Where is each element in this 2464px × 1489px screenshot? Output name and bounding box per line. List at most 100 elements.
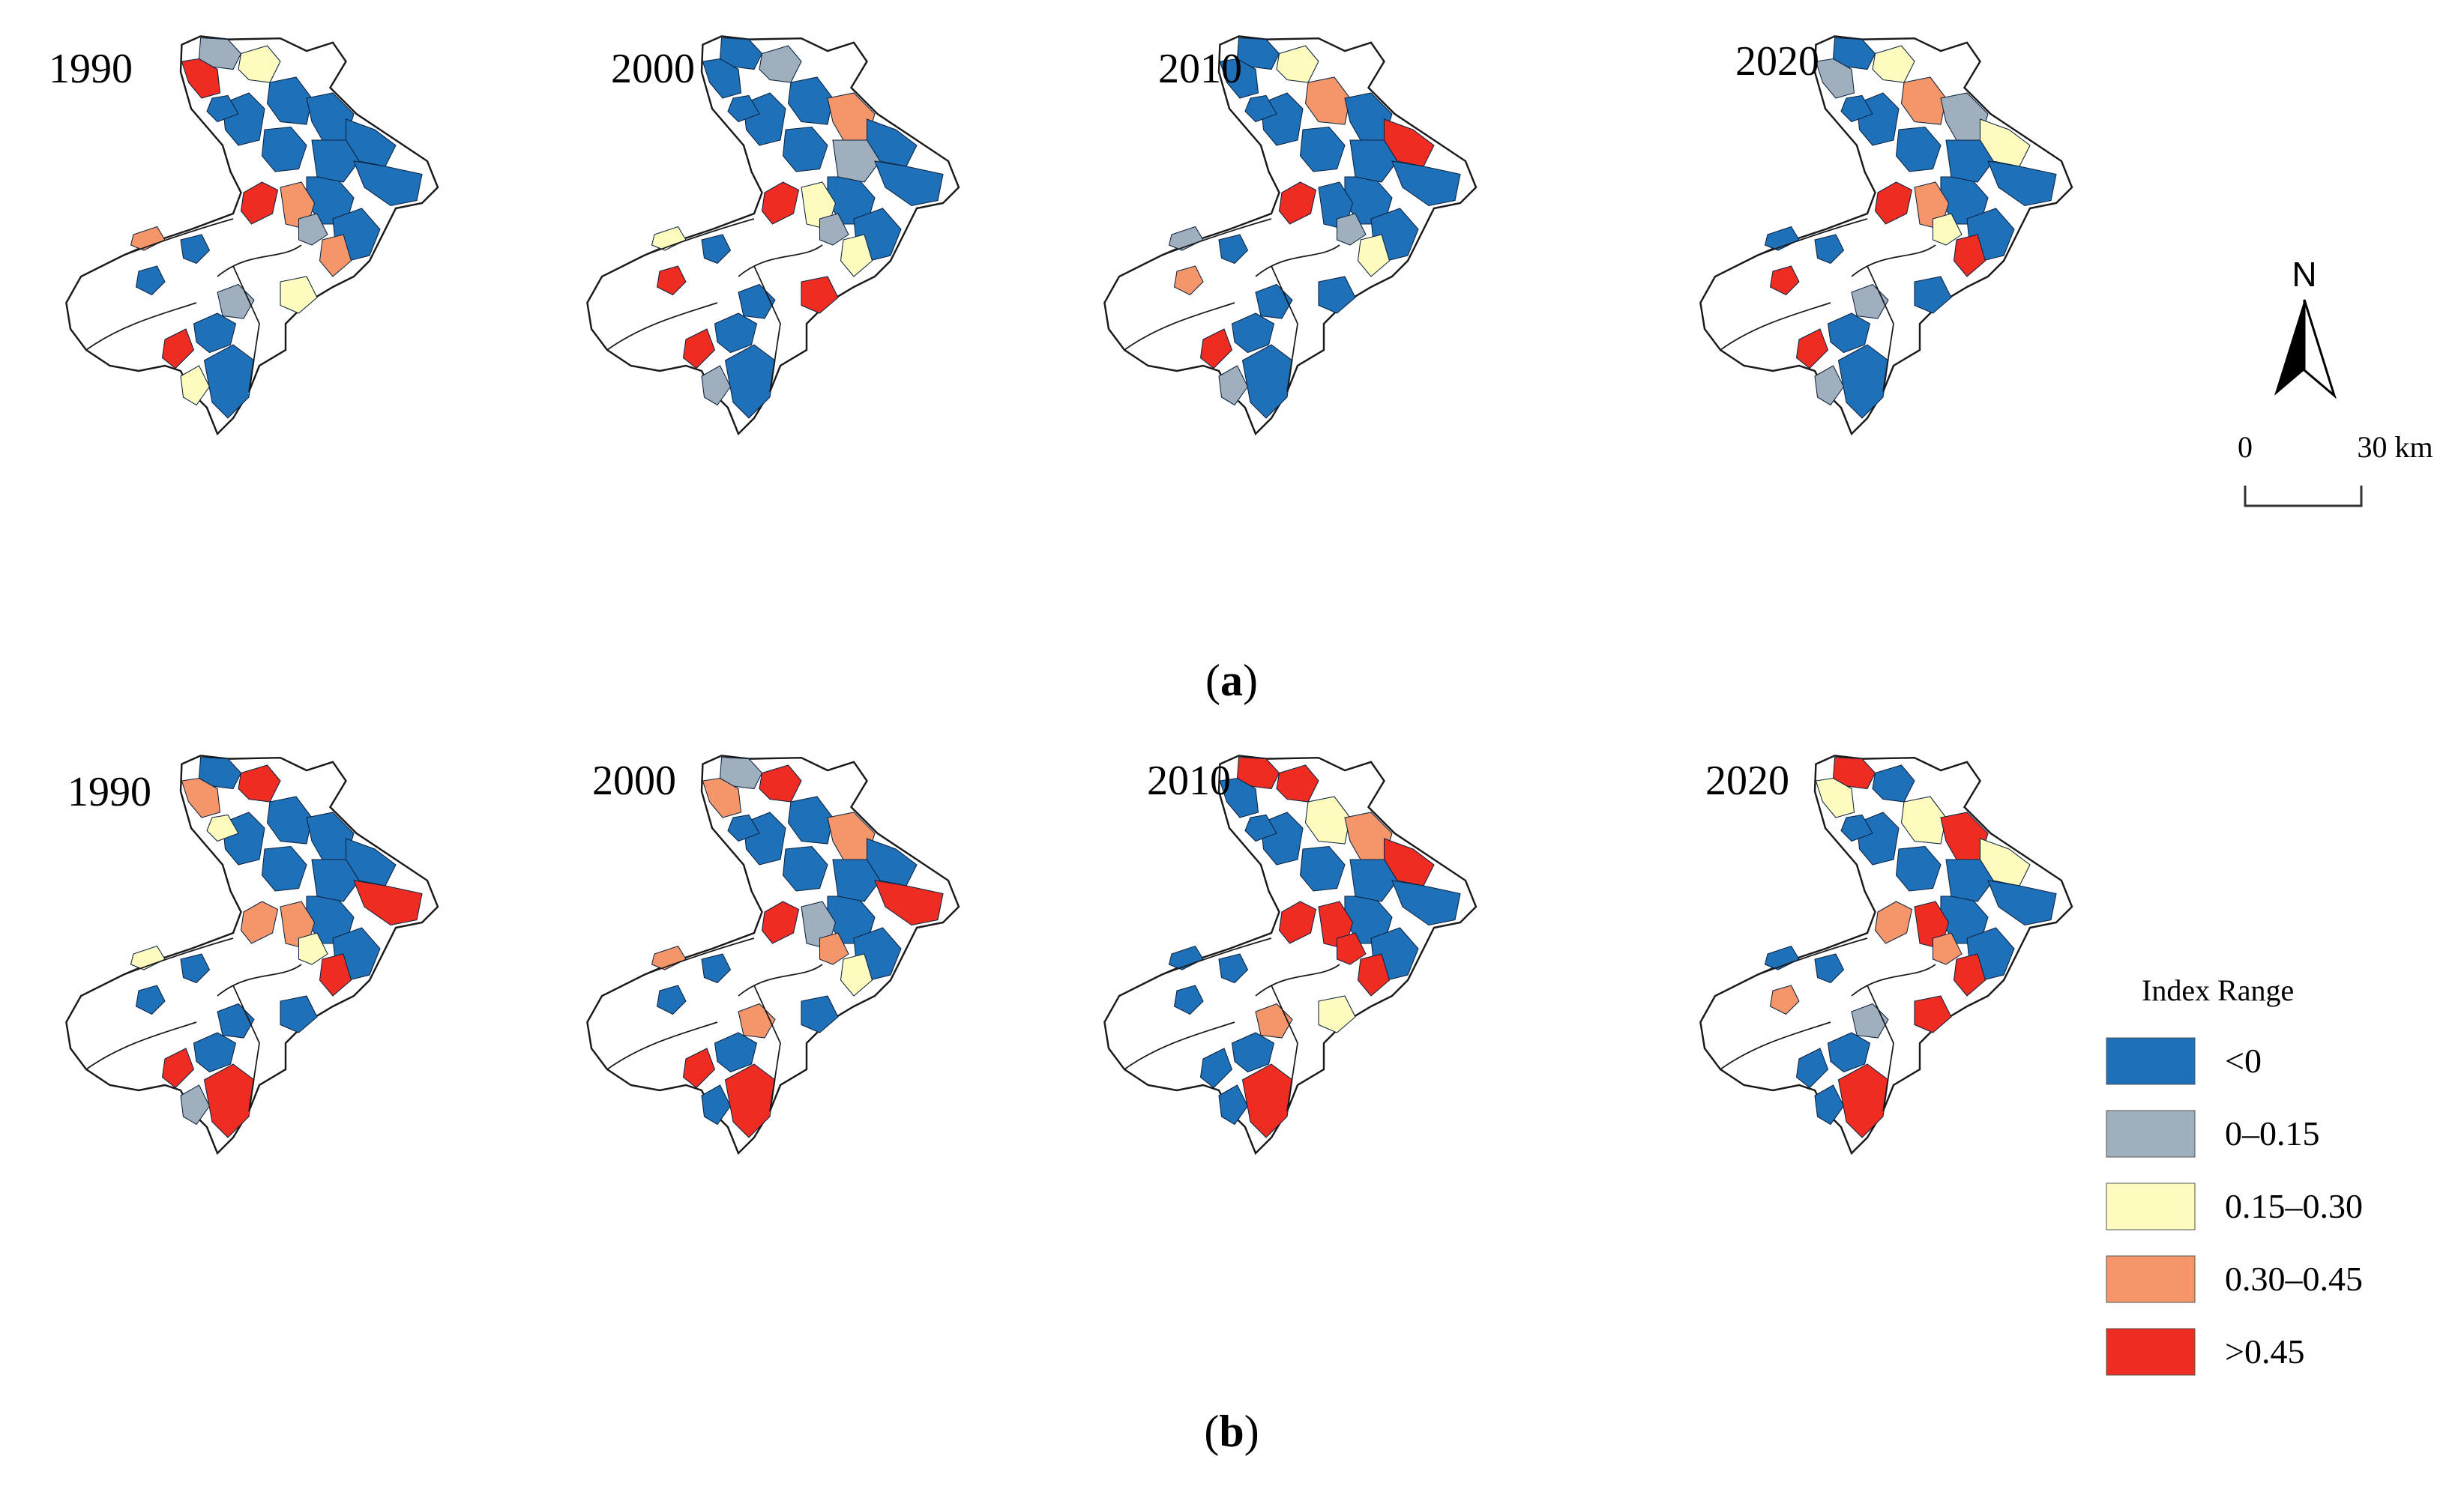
district-boundary [606, 1021, 718, 1070]
township-region-sw2 [701, 1084, 732, 1126]
district-boundary [1160, 937, 1272, 976]
township-region-sw1 [161, 328, 195, 369]
township-region-c3 [1336, 213, 1367, 246]
north-arrow-label: N [2292, 255, 2316, 294]
caption-a: (a) [1205, 656, 1258, 705]
township-region-sw2 [1814, 365, 1845, 406]
legend-label: 0–0.15 [2225, 1114, 2320, 1153]
township-region-w1 [651, 945, 687, 970]
township-region [180, 953, 211, 984]
township-region-w2 [1769, 985, 1800, 1015]
township-region-sw2 [1218, 1084, 1249, 1126]
township-region-se1 [840, 234, 873, 277]
township-region-n4 [727, 94, 760, 123]
legend-items: <0 0–0.15 0.15–0.30 0.30–0.45 >0.45 [2106, 1037, 2363, 1376]
district-boundary [1756, 937, 1868, 976]
township-region-sw2 [1218, 365, 1249, 406]
map-b-1990 [65, 755, 439, 1156]
district-boundary [738, 244, 823, 277]
township-region [180, 234, 211, 265]
township-region-e3 [874, 880, 944, 926]
township-region-s2 [280, 276, 318, 314]
township-region-se1 [1357, 234, 1391, 277]
township-region-sw2 [180, 365, 211, 406]
township-region [714, 312, 758, 354]
township-region-c3 [819, 213, 849, 246]
north-arrow: N [2274, 255, 2337, 399]
township-region-n4 [1840, 814, 1873, 842]
township-region-n5 [1900, 796, 1947, 845]
township-region [1231, 312, 1275, 354]
township-region-w1 [1168, 945, 1204, 970]
district-boundary [643, 218, 755, 256]
district-boundary [122, 937, 234, 976]
township-region-n4 [1840, 94, 1873, 123]
district-boundary [1867, 265, 1894, 393]
township-region [782, 845, 828, 892]
township-region-c3 [298, 213, 328, 246]
township-region [1895, 126, 1942, 172]
township-region-n2 [1815, 58, 1855, 99]
district-boundary [1160, 218, 1272, 256]
district-boundary [217, 244, 302, 277]
township-region-s2 [801, 995, 839, 1033]
township-region-n2 [702, 777, 742, 818]
map-b-2000 [586, 755, 960, 1156]
district-boundary [1867, 985, 1894, 1112]
year-label: 2020 [1705, 758, 1789, 804]
township-region-c3 [1336, 932, 1367, 965]
township-region [193, 312, 237, 354]
township-region-se1 [1953, 234, 1986, 277]
year-label: 2020 [1735, 38, 1819, 85]
township-region-e3 [1391, 160, 1461, 207]
township-region-w2 [135, 265, 166, 296]
township-region [1299, 845, 1346, 892]
legend: Index Range <0 0–0.15 0.15–0.30 0.30–0.45 >0… [2106, 973, 2363, 1376]
township-region-sw3 [1241, 1063, 1293, 1138]
township-region-w2 [656, 265, 687, 296]
district-boundary [1851, 244, 1936, 277]
township-region-c1 [1874, 181, 1913, 225]
district-boundary [1255, 964, 1340, 997]
township-region [1814, 953, 1845, 984]
panel-b: 1990 2000 2010 2020 [65, 755, 2073, 1156]
district-boundary [85, 302, 197, 351]
township-region-c1 [1278, 181, 1317, 225]
caption-b: (b) [1204, 1407, 1259, 1456]
district-boundary [232, 265, 260, 393]
district-boundary [1720, 1021, 1831, 1070]
township-region-w1 [130, 945, 166, 970]
township-region-e3 [353, 880, 423, 926]
township-region-n5 [787, 796, 834, 845]
township-region [1827, 312, 1871, 354]
township-region-w1 [651, 226, 687, 251]
township-region-w1 [1764, 226, 1800, 251]
township-region-sw2 [180, 1084, 211, 1126]
township-region-c1 [1874, 901, 1913, 944]
township-region-sw3 [724, 1063, 776, 1138]
township-region-c3 [1932, 213, 1963, 246]
north-arrow-right-half [2303, 299, 2337, 399]
township-region-sw3 [724, 344, 776, 419]
district-boundary [1851, 964, 1936, 997]
township-region-n2 [1219, 58, 1259, 99]
scale-bar-line [2244, 486, 2363, 507]
township-region-w1 [130, 226, 166, 251]
township-region [1895, 845, 1942, 892]
township-region [1218, 234, 1249, 265]
township-region-n4 [206, 94, 239, 123]
district-boundary [122, 218, 234, 256]
township-region-w2 [135, 985, 166, 1015]
district-boundary [1271, 985, 1298, 1112]
township-region-sw1 [1795, 1048, 1829, 1089]
township-region-c1 [240, 901, 279, 944]
year-label: 2010 [1147, 758, 1231, 804]
district-boundary [1271, 265, 1298, 393]
township-region-se1 [319, 234, 352, 277]
scale-bar-end-label: 30 km [2357, 430, 2433, 464]
township-region-c3 [1932, 932, 1963, 965]
township-region-n2 [1815, 777, 1855, 818]
township-region [193, 1032, 237, 1073]
township-region-s2 [1914, 276, 1952, 314]
legend-swatch [2106, 1328, 2196, 1376]
